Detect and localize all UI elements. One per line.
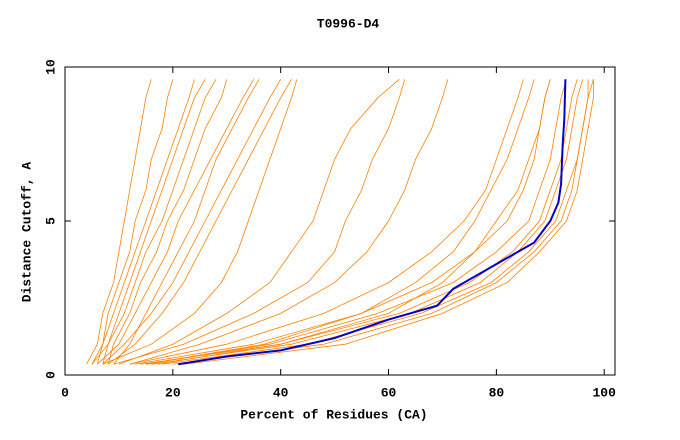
series-line <box>102 79 282 365</box>
series-line <box>145 79 567 365</box>
series-line <box>151 79 584 365</box>
series-line <box>129 79 524 365</box>
x-axis-label: Percent of Residues (CA) <box>240 407 427 422</box>
series-line <box>102 79 298 365</box>
series-line <box>91 79 174 365</box>
series-line <box>140 79 578 365</box>
series-line <box>135 79 551 365</box>
series-line <box>172 79 589 365</box>
x-tick-label: 20 <box>165 385 181 400</box>
x-tick-label: 100 <box>593 385 617 400</box>
series-line <box>96 79 195 365</box>
series-line <box>113 79 406 365</box>
x-tick-label: 60 <box>381 385 397 400</box>
series-line <box>145 79 535 365</box>
y-tick-label: 0 <box>43 371 58 379</box>
plot-lines <box>86 79 594 366</box>
series-line <box>102 79 206 365</box>
series-line <box>107 79 292 365</box>
chart-title: T0996-D4 <box>317 16 380 31</box>
series-line <box>107 79 228 365</box>
series-line <box>178 79 567 366</box>
series-line <box>86 79 152 365</box>
series-line <box>91 79 217 365</box>
x-tick-label: 0 <box>61 385 69 400</box>
series-line <box>183 79 594 365</box>
series-line <box>118 79 400 365</box>
series-line <box>113 79 260 365</box>
y-axis-label: Distance Cutoff, A <box>19 162 34 303</box>
y-tick-label: 10 <box>43 59 58 75</box>
x-tick-label: 80 <box>489 385 505 400</box>
series-line <box>156 79 551 365</box>
series-line <box>129 79 449 365</box>
x-tick-label: 40 <box>273 385 289 400</box>
series-line <box>97 79 255 365</box>
y-tick-label: 5 <box>43 217 58 225</box>
